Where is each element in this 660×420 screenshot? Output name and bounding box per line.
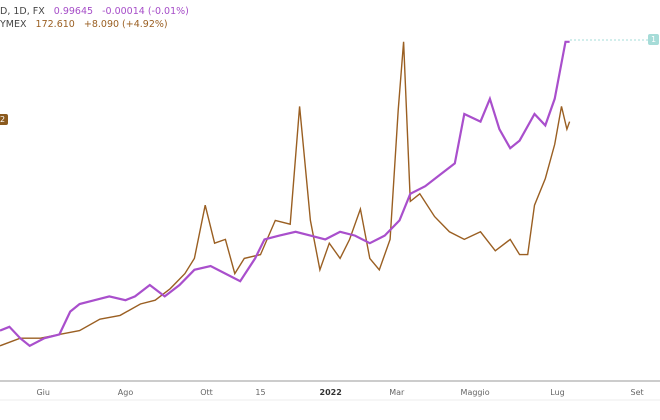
legend-change: +8.090 (+4.92%)	[83, 19, 168, 30]
x-tick-label: Lug	[550, 388, 564, 397]
legend-name: D, 1D, FX	[0, 6, 45, 17]
x-tick-label: 15	[255, 388, 265, 397]
legend-series-1[interactable]: D, 1D, FX 0.99645 -0.00014 (-0.01%)	[0, 6, 189, 17]
x-tick-label: Ago	[118, 388, 134, 397]
x-tick-label: Maggio	[461, 388, 490, 397]
price-tag-left: 2	[0, 114, 9, 125]
x-tick-label: Mar	[389, 388, 405, 397]
legend-change: -0.00014 (-0.01%)	[102, 6, 189, 17]
legend-value: 172.610	[35, 19, 75, 30]
x-tick-label: Set	[630, 388, 643, 397]
price-tag-right: 1	[648, 34, 660, 45]
legend-value: 0.99645	[53, 6, 94, 17]
series-line-fx	[0, 40, 570, 348]
legend-name: YMEX	[0, 19, 27, 30]
x-tick-label: 2022	[320, 388, 342, 397]
series-line-ymex	[0, 41, 571, 347]
legend-series-2[interactable]: YMEX 172.610 +8.090 (+4.92%)	[0, 19, 168, 30]
x-tick-label: Giu	[36, 388, 50, 397]
x-tick-label: Ott	[200, 388, 213, 397]
